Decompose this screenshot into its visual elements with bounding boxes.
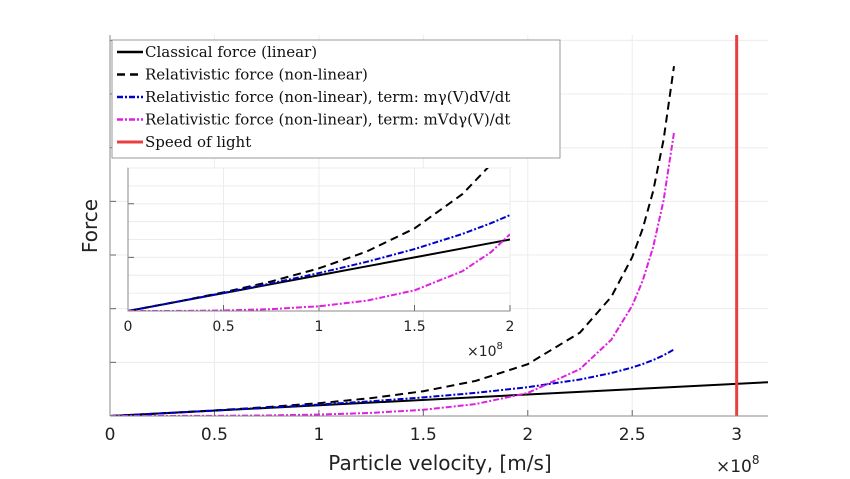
x-multiplier: ×108 bbox=[716, 453, 760, 477]
x-tick-label: 3 bbox=[731, 425, 742, 445]
inset-x-multiplier: ×108 bbox=[467, 341, 503, 360]
x-tick-label: 2 bbox=[522, 425, 533, 445]
x-tick-label: 2 bbox=[506, 319, 515, 335]
series-line-3 bbox=[110, 132, 675, 416]
series-line-2 bbox=[110, 348, 675, 416]
x-tick-label: 1 bbox=[315, 319, 324, 335]
legend-entry-1: Relativistic force (non-linear) bbox=[145, 66, 368, 84]
series-line-1 bbox=[110, 65, 675, 416]
legend-box bbox=[111, 39, 561, 159]
x-tick-label: 1.5 bbox=[410, 425, 437, 445]
series-group bbox=[128, 168, 510, 311]
legend: Classical force (linear) Relativistic for… bbox=[111, 39, 561, 159]
series-line-3 bbox=[128, 233, 510, 311]
legend-entry-0: Classical force (linear) bbox=[145, 43, 317, 61]
x-tick-label: 2.5 bbox=[619, 425, 646, 445]
x-tick-label: 1 bbox=[313, 425, 324, 445]
series-line-2 bbox=[128, 214, 510, 311]
x-tick-label: 0.5 bbox=[212, 319, 234, 335]
x-tick-label: 0 bbox=[124, 319, 133, 335]
legend-entry-4: Speed of light bbox=[145, 133, 251, 151]
y-axis-label: Force bbox=[78, 199, 102, 253]
x-tick-label: 0.5 bbox=[201, 425, 228, 445]
series-group bbox=[110, 35, 768, 416]
x-axis-label: Particle velocity, [m/s] bbox=[328, 451, 551, 475]
x-tick-label: 1.5 bbox=[403, 319, 425, 335]
legend-entry-3: Relativistic force (non-linear), term: m… bbox=[145, 111, 510, 129]
x-tick-label: 0 bbox=[105, 425, 116, 445]
legend-entry-2: Relativistic force (non-linear), term: m… bbox=[145, 88, 510, 106]
